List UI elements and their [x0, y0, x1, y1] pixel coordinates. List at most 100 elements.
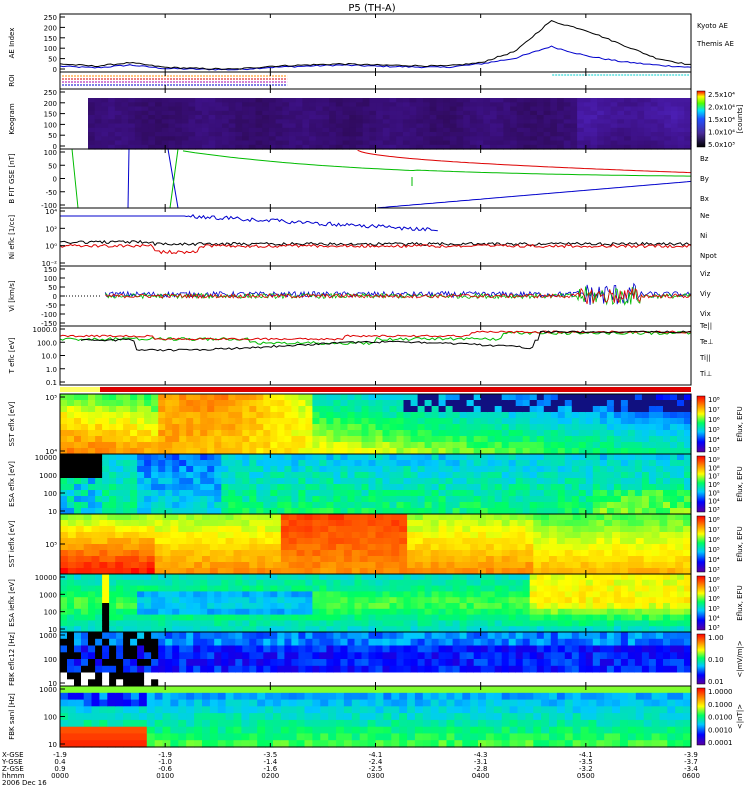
- sst-i-cell: [75, 556, 85, 563]
- sst-e-cell: [228, 442, 236, 449]
- keogram-cell: [603, 102, 612, 108]
- esa-i-cell: [438, 626, 447, 633]
- esa-i-cell: [242, 626, 250, 633]
- sst-i-cell: [549, 556, 558, 563]
- sst-e-cell: [95, 394, 103, 401]
- keogram-cell: [536, 119, 545, 125]
- sst-e-cell: [109, 400, 117, 407]
- esa-e-cell: [368, 454, 377, 461]
- esa-e-cell: [263, 490, 271, 497]
- sst-i-cell: [209, 532, 219, 539]
- keogram-cell: [670, 140, 679, 146]
- sst-e-cell: [200, 406, 208, 413]
- esa-i-cell: [347, 585, 356, 592]
- fbk-e-cell: [102, 645, 110, 653]
- esa-i-cell: [677, 591, 685, 598]
- esa-i-cell: [158, 585, 166, 592]
- esa-e-cell: [389, 454, 398, 461]
- keogram-cell: [362, 119, 370, 125]
- esa-i-cell: [186, 574, 194, 581]
- sst-e-cell: [333, 394, 341, 401]
- keogram-cell: [155, 98, 163, 103]
- esa-e-cell: [158, 484, 166, 491]
- sst-e-cell: [284, 436, 292, 443]
- keogram-cell: [101, 140, 109, 146]
- sst-e-cell: [473, 436, 482, 443]
- sst-e-cell: [179, 442, 187, 449]
- esa-i-cell: [613, 614, 622, 621]
- sst-i-cell: [209, 556, 219, 563]
- esa-i-cell: [277, 591, 285, 598]
- esa-i-cell: [543, 591, 552, 598]
- esa-i-cell: [620, 620, 629, 627]
- sst-i-cell: [99, 556, 108, 563]
- sst-e-cell: [620, 424, 629, 431]
- keogram-cell: [155, 102, 163, 108]
- sst-e-cell: [634, 436, 643, 443]
- keogram-cell: [235, 136, 243, 142]
- keogram-cell: [530, 106, 538, 112]
- keogram-cell: [242, 102, 250, 108]
- keogram-cell: [235, 110, 243, 116]
- esa-e-cell: [200, 478, 208, 485]
- esa-i-cell: [165, 579, 173, 587]
- keogram-cell: [342, 144, 350, 150]
- esa-e-cell: [585, 502, 594, 509]
- esa-e-cell: [333, 508, 341, 515]
- keogram-cell: [443, 132, 451, 137]
- keogram-cell: [94, 140, 102, 146]
- sst-i-cell: [620, 550, 629, 557]
- esa-e-cell: [494, 460, 503, 467]
- sst-e-cell: [95, 412, 103, 419]
- sst-e-cell: [137, 412, 145, 419]
- keogram-cell: [583, 119, 592, 125]
- sst-e-cell: [487, 412, 496, 419]
- esa-e-cell: [557, 472, 566, 479]
- sst-i-cell: [91, 568, 100, 575]
- esa-i-cell: [354, 626, 363, 633]
- keogram-cell: [577, 115, 585, 120]
- esa-e-cell: [81, 472, 89, 479]
- sst-e-cell: [627, 448, 636, 455]
- esa-i-cell: [564, 614, 573, 621]
- sst-e-cell: [431, 406, 440, 413]
- sst-i-cell: [280, 568, 290, 575]
- keogram-cell: [402, 115, 411, 120]
- esa-e-cell: [284, 478, 292, 485]
- keogram-cell: [483, 102, 491, 108]
- sst-e-cell: [459, 448, 468, 455]
- keogram-cell: [597, 127, 605, 133]
- esa-e-cell: [382, 508, 391, 515]
- sst-i-cell: [422, 526, 432, 533]
- keogram-cell: [543, 136, 551, 142]
- esa-e-cell: [627, 496, 636, 503]
- sst-i-cell: [178, 562, 187, 569]
- esa-e-cell: [599, 496, 608, 503]
- esa-e-cell: [186, 466, 194, 473]
- keogram-cell: [456, 132, 464, 137]
- keogram-cell: [496, 98, 504, 103]
- esa-i-cell: [452, 597, 461, 604]
- esa-e-cell: [214, 502, 222, 509]
- esa-e-cell: [655, 466, 664, 473]
- esa-e-cell: [354, 472, 363, 479]
- keogram-cell: [630, 119, 638, 125]
- keogram-cell: [309, 144, 317, 150]
- sst-e-cell: [102, 424, 110, 431]
- sst-e-cell: [424, 448, 433, 455]
- sst-e-cell: [298, 400, 306, 407]
- keogram-cell: [101, 123, 109, 129]
- esa-i-cell: [193, 626, 201, 633]
- keogram-cell: [121, 144, 129, 150]
- esa-i-cell: [319, 591, 327, 598]
- esa-i-cell: [144, 614, 152, 621]
- esa-i-cell: [319, 603, 327, 610]
- esa-i-cell: [137, 597, 145, 604]
- sst-i-cell: [407, 532, 416, 539]
- sst-e-cell: [81, 418, 89, 425]
- sst-e-cell: [263, 400, 271, 407]
- esa-i-cell: [634, 585, 643, 592]
- keogram-cell: [141, 123, 149, 129]
- sst-e-cell: [452, 442, 461, 449]
- esa-e-cell: [655, 490, 664, 497]
